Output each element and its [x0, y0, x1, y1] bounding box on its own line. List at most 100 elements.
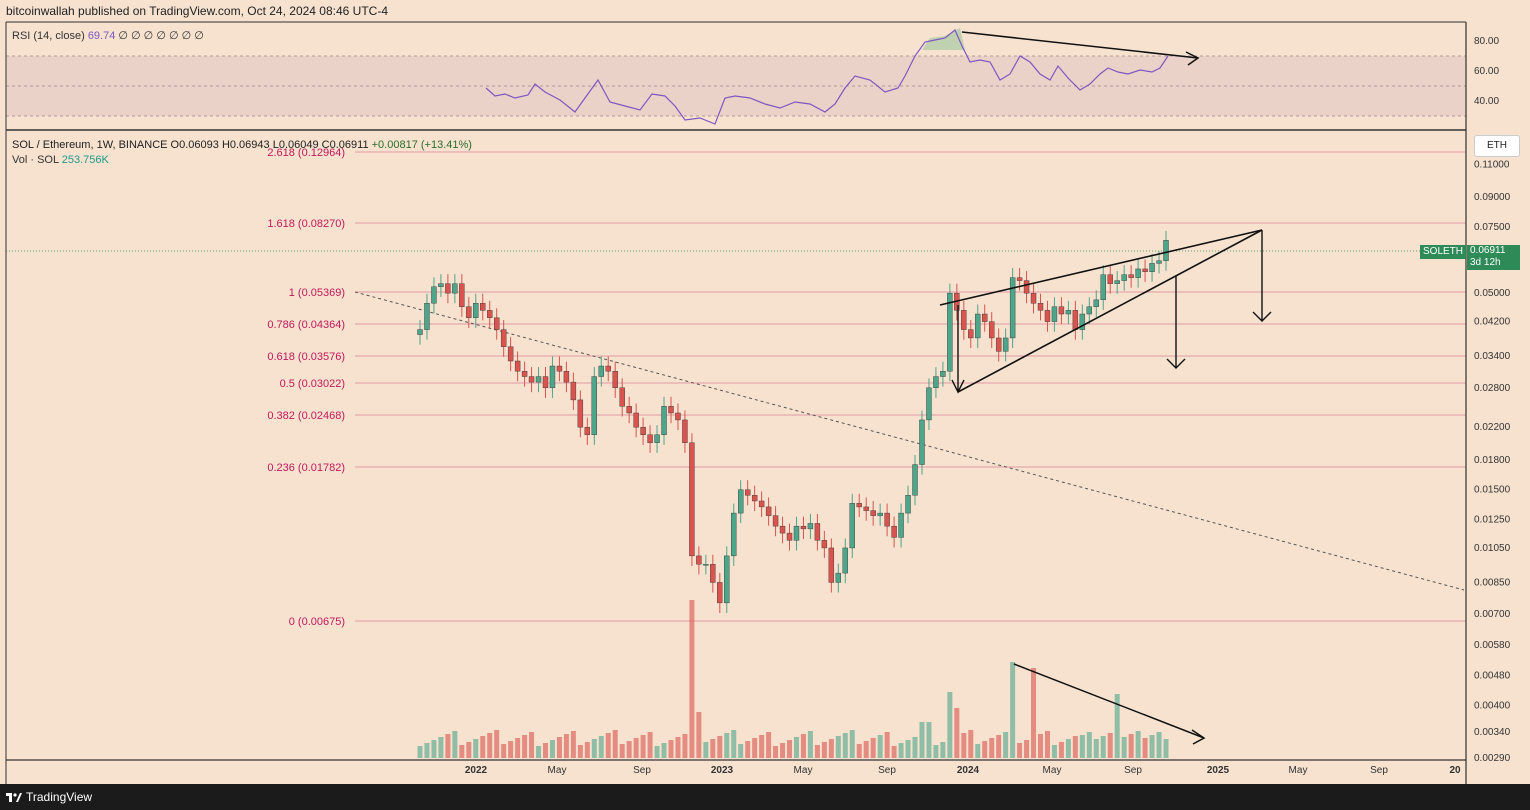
rsi-overbought-fill	[922, 28, 965, 50]
price-tick-19: 0.00290	[1474, 753, 1511, 764]
candle-81	[982, 304, 988, 332]
volume-bar-66	[877, 735, 883, 758]
volume-bar-84	[1003, 732, 1009, 758]
volume-bar-38	[682, 734, 688, 758]
volume-bar-13	[508, 741, 514, 758]
rsi-legend: RSI (14, close) 69.74 ∅ ∅ ∅ ∅ ∅ ∅ ∅	[12, 29, 204, 42]
volume-bar-24	[584, 742, 590, 758]
candle-21	[563, 361, 570, 393]
volume-bar-58	[821, 742, 827, 758]
volume-bar-65	[870, 738, 876, 758]
volume-bar-33	[647, 732, 653, 758]
candle-30	[626, 396, 632, 424]
candle-69	[898, 503, 904, 548]
currency-badge[interactable]: ETH	[1474, 135, 1520, 157]
rsi-tick-0: 80.00	[1474, 36, 1499, 47]
price-tick-1: 0.09000	[1474, 192, 1511, 203]
candle-9	[480, 293, 486, 321]
volume-bar-86	[1017, 743, 1023, 758]
volume-bar-45	[731, 730, 737, 758]
time-tick-8: Sep	[1124, 765, 1142, 776]
candle-39	[689, 433, 695, 567]
candle-89	[1037, 293, 1044, 321]
volume-bar-80	[975, 744, 981, 758]
volume-bar-5	[452, 731, 458, 758]
candle-70	[905, 485, 911, 524]
volume-value: 253.756K	[61, 154, 109, 166]
candle-93	[1065, 300, 1072, 325]
time-tick-1: May	[548, 765, 567, 776]
price-tick-8: 0.02200	[1474, 422, 1511, 433]
volume-bar-42	[710, 739, 716, 758]
candle-106	[1156, 251, 1162, 274]
candle-82	[989, 312, 995, 349]
volume-bar-79	[968, 730, 974, 758]
volume-bar-32	[640, 735, 646, 758]
volume-bar-25	[591, 739, 597, 758]
price-tick-11: 0.01250	[1474, 514, 1511, 525]
candle-102	[1128, 265, 1134, 288]
candle-68	[891, 516, 897, 548]
candle-41	[703, 554, 709, 575]
volume-bar-41	[703, 742, 709, 758]
candle-58	[821, 530, 828, 559]
volume-bar-99	[1107, 733, 1113, 758]
candle-55	[800, 516, 807, 539]
volume-bar-37	[675, 737, 681, 758]
ohlc-high: H0.06943	[221, 139, 270, 151]
volume-label: Vol · SOL	[12, 154, 59, 166]
price-tick-15: 0.00580	[1474, 640, 1511, 651]
volume-bar-83	[996, 735, 1002, 758]
bar-countdown: 3d 12h	[1470, 257, 1501, 268]
candle-101	[1121, 265, 1127, 291]
candle-1	[424, 293, 430, 340]
volume-trendline	[1013, 663, 1205, 739]
price-tick-17: 0.00400	[1474, 700, 1511, 711]
volume-bar-91	[1051, 745, 1057, 758]
volume-bar-62	[849, 730, 855, 758]
candle-96	[1086, 297, 1093, 325]
volume-bar-39	[689, 600, 695, 758]
candle-7	[466, 297, 472, 328]
ohlc-low: L0.06049	[272, 139, 319, 151]
candle-94	[1072, 300, 1079, 340]
candle-83	[995, 328, 1002, 362]
price-tick-5: 0.04200	[1474, 317, 1511, 328]
candle-22	[570, 372, 577, 411]
candle-18	[542, 367, 549, 398]
volume-bar-1	[424, 743, 430, 758]
volume-bar-105	[1149, 735, 1155, 758]
footer-brand[interactable]: TradingView	[26, 790, 93, 804]
candle-104	[1142, 259, 1148, 282]
candle-16	[528, 367, 535, 393]
candle-34	[654, 425, 660, 453]
volume-bar-69	[898, 743, 904, 758]
symbol-name[interactable]: SOL / Ethereum, 1W, BINANCE	[12, 139, 168, 151]
time-tick-10: May	[1289, 765, 1308, 776]
volume-bar-3	[438, 737, 444, 758]
candle-6	[459, 274, 465, 317]
volume-bar-103	[1135, 731, 1141, 758]
candle-29	[619, 378, 625, 417]
candle-32	[640, 417, 646, 445]
volume-bar-26	[598, 736, 604, 758]
published-text: bitcoinwallah published on TradingView.c…	[6, 4, 389, 18]
rsi-label: RSI (14, close)	[12, 30, 85, 42]
candle-38	[682, 410, 688, 453]
fib-retracement[interactable]: 2.618 (0.12964) 1.618 (0.08270) 1 (0.05369…	[267, 147, 1466, 628]
candle-75	[940, 361, 946, 387]
candle-45	[731, 503, 737, 567]
fib-label-3: 0.786 (0.04364)	[267, 319, 345, 331]
volume-bar-12	[501, 744, 507, 758]
volume-bar-88	[1031, 668, 1037, 758]
candle-11	[493, 308, 500, 340]
volume-bar-22	[570, 731, 576, 758]
volume-bar-23	[577, 745, 583, 758]
candle-98	[1100, 265, 1106, 310]
volume-bar-97	[1093, 739, 1099, 758]
volume-bar-98	[1100, 736, 1106, 758]
rsi-tick-1: 60.00	[1474, 66, 1499, 77]
candle-64	[863, 497, 869, 521]
volume-bar-78	[961, 733, 967, 758]
